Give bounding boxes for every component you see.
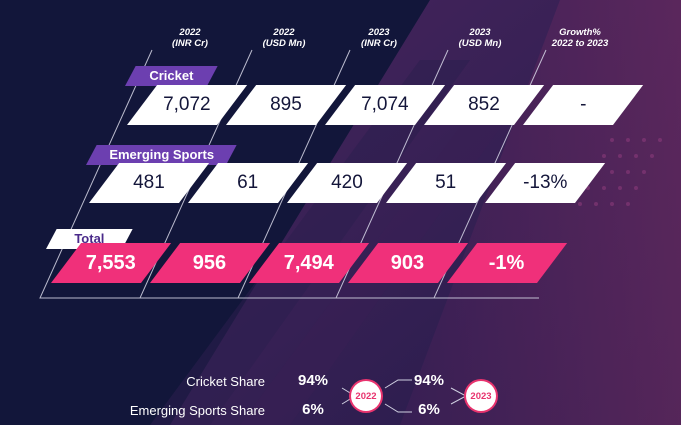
emerging-share-2023: 6% bbox=[418, 401, 440, 418]
column-header-4: 2023 (USD Mn) bbox=[432, 27, 528, 49]
row-label-cricket: Cricket bbox=[125, 66, 218, 86]
cricket-share-2023: 94% bbox=[413, 372, 445, 389]
emerging-share-2022: 6% bbox=[302, 401, 324, 418]
year-badge-2022: 2022 bbox=[351, 381, 381, 411]
emerging-sports-share-label: Emerging Sports Share bbox=[129, 403, 265, 418]
cricket-share-2022: 94% bbox=[297, 372, 329, 389]
column-header-4-unit: (USD Mn) bbox=[458, 38, 502, 49]
column-header-3-unit: (INR Cr) bbox=[361, 38, 397, 49]
column-header-5-metric: Growth% bbox=[559, 27, 601, 38]
year-badge-2023: 2023 bbox=[466, 381, 496, 411]
column-header-1-unit: (INR Cr) bbox=[172, 38, 208, 49]
column-header-2: 2022 (USD Mn) bbox=[236, 27, 332, 49]
column-header-3: 2023 (INR Cr) bbox=[331, 27, 427, 49]
column-header-3-year: 2023 bbox=[368, 27, 390, 38]
column-header-1: 2022 (INR Cr) bbox=[142, 27, 238, 49]
cricket-share-label: Cricket Share bbox=[186, 374, 265, 389]
column-header-1-year: 2022 bbox=[179, 27, 201, 38]
column-header-4-year: 2023 bbox=[469, 27, 491, 38]
column-header-2-unit: (USD Mn) bbox=[262, 38, 306, 49]
row-label-emerging-sports: Emerging Sports bbox=[86, 145, 237, 165]
column-header-5-period: 2022 to 2023 bbox=[551, 38, 609, 49]
column-header-2-year: 2022 bbox=[273, 27, 295, 38]
column-header-5: Growth% 2022 to 2023 bbox=[532, 27, 628, 49]
